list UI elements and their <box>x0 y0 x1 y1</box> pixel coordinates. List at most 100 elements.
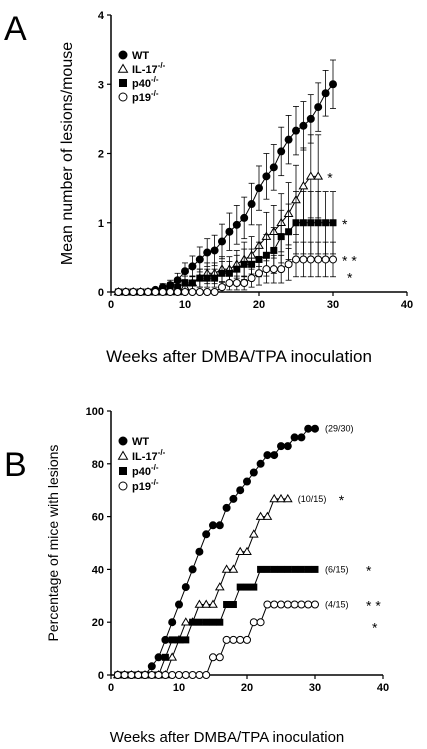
data-point <box>314 219 322 227</box>
data-point <box>215 521 224 530</box>
data-point <box>240 213 249 222</box>
legend-label-il-17: IL-17-/- <box>132 448 166 463</box>
series-line <box>117 498 288 676</box>
data-point <box>174 283 182 291</box>
data-point <box>194 599 205 608</box>
data-point <box>290 433 299 442</box>
data-point <box>223 601 231 609</box>
data-point <box>121 288 130 296</box>
data-point <box>304 600 313 609</box>
data-point <box>283 600 292 609</box>
data-point <box>196 274 204 282</box>
data-point <box>201 599 212 608</box>
data-point <box>247 200 256 209</box>
data-point <box>243 583 251 591</box>
data-point <box>195 547 204 556</box>
data-point <box>218 237 226 246</box>
legend-label-p19: p19-/- <box>132 89 159 104</box>
data-point <box>222 503 231 512</box>
data-point <box>299 255 308 264</box>
data-point <box>161 635 170 644</box>
data-point <box>188 262 197 271</box>
y-axis-title: Percentage of mice with lesions <box>45 445 61 642</box>
data-point <box>306 114 315 123</box>
data-point <box>270 451 279 460</box>
data-point <box>168 671 177 679</box>
data-point <box>229 635 238 644</box>
x-tick-label: 0 <box>108 682 114 694</box>
data-point <box>277 265 286 274</box>
y-tick-label: 3 <box>98 79 104 91</box>
data-point <box>127 671 136 679</box>
legend-label-p19: p19-/- <box>132 478 159 493</box>
data-point <box>195 671 204 679</box>
y-tick-label: 80 <box>92 459 104 471</box>
data-point <box>113 671 122 679</box>
data-point <box>225 227 234 236</box>
data-point <box>225 269 233 277</box>
data-point <box>218 283 226 292</box>
data-point <box>181 267 189 276</box>
data-point <box>209 653 217 662</box>
data-point <box>299 121 308 130</box>
data-point <box>297 600 306 609</box>
y-tick-label: 40 <box>92 564 104 576</box>
data-point <box>255 269 263 278</box>
data-point <box>304 424 313 433</box>
x-axis-title: Weeks after DMBA/TPA inoculation <box>106 347 372 366</box>
data-point <box>250 583 258 591</box>
data-point <box>211 274 219 282</box>
significance-star: * <box>372 620 378 636</box>
series-count-label: (4/15) <box>325 600 349 610</box>
data-point <box>215 653 224 662</box>
data-point <box>173 288 182 296</box>
data-point <box>189 618 197 626</box>
legend-marker-p19 <box>118 92 128 102</box>
data-point <box>166 288 175 296</box>
data-point <box>262 511 273 520</box>
significance-star: * <box>327 169 333 185</box>
data-point <box>298 181 309 190</box>
data-point <box>203 288 212 296</box>
data-point <box>270 565 278 573</box>
data-point <box>243 477 251 486</box>
data-point <box>304 565 312 573</box>
data-point <box>209 521 217 530</box>
data-point <box>222 635 231 644</box>
legend-superscript: -/- <box>151 75 159 84</box>
data-point <box>311 424 319 433</box>
panel-letter: A <box>4 10 27 48</box>
data-point <box>188 565 197 574</box>
x-tick-label: 10 <box>179 299 191 311</box>
data-point <box>284 260 293 269</box>
data-point <box>292 126 300 135</box>
y-tick-label: 4 <box>98 10 105 22</box>
data-point <box>236 635 245 644</box>
data-point <box>232 278 241 287</box>
data-point <box>311 600 319 609</box>
data-point <box>235 546 246 556</box>
data-point <box>329 219 337 227</box>
data-point <box>210 288 219 296</box>
data-point <box>144 288 152 296</box>
y-axis-title: Mean number of lesions/mouse <box>59 42 76 265</box>
legend-marker-p40 <box>119 79 127 87</box>
data-point <box>154 653 163 662</box>
data-point <box>202 618 210 626</box>
data-point <box>276 493 286 503</box>
data-point <box>243 635 251 644</box>
data-point <box>181 671 190 679</box>
data-point <box>256 459 265 468</box>
data-point <box>285 228 293 236</box>
y-tick-label: 0 <box>98 670 104 682</box>
data-point <box>255 511 266 520</box>
data-point <box>221 564 232 573</box>
data-point <box>329 80 337 89</box>
data-point <box>262 265 271 274</box>
panel-b: B 0 10 20 30 40 0 20 40 60 80 100 Weeks after DMBA/T… <box>4 406 389 746</box>
data-point <box>154 671 163 679</box>
data-point <box>195 288 204 296</box>
data-point <box>277 147 286 156</box>
data-point <box>134 671 143 679</box>
